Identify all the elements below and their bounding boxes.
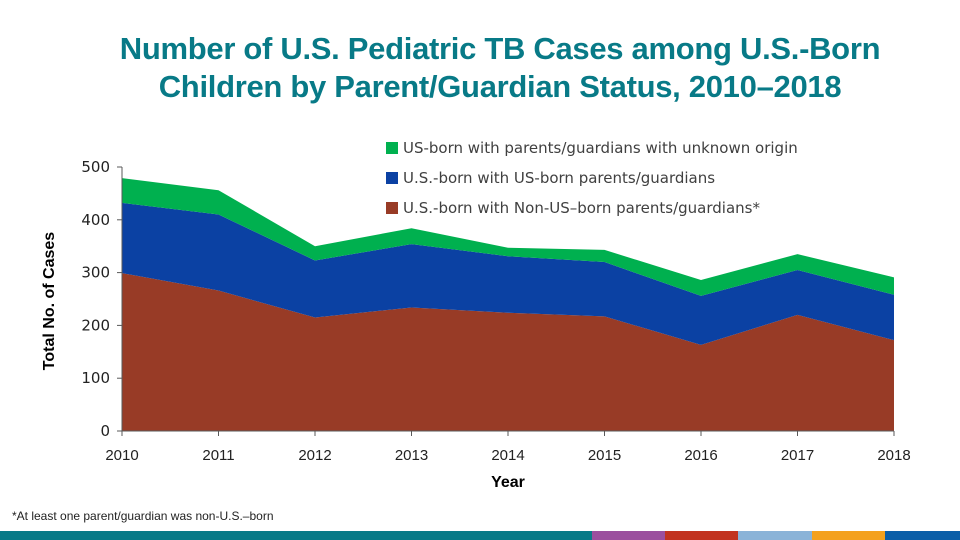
legend-item-unknown-origin: US-born with parents/guardians with unkn… (386, 133, 798, 163)
stripe-segment (885, 531, 960, 540)
stripe-segment (812, 531, 885, 540)
axes: 0 100 200 300 400 500 2010 2011 2012 2013 2014 2015… (81, 158, 910, 464)
x-tick-label: 2012 (298, 447, 331, 464)
legend-swatch-non-us-born-parents (386, 202, 398, 214)
x-tick-label: 2018 (877, 447, 910, 464)
x-tick-label: 2013 (395, 447, 428, 464)
y-tick-label: 500 (81, 158, 110, 176)
legend-label-unknown-origin: US-born with parents/guardians with unkn… (403, 139, 798, 157)
stripe-segment (738, 531, 812, 540)
y-tick-label: 200 (81, 316, 110, 334)
legend-item-non-us-born-parents: U.S.-born with Non-US–born parents/guard… (386, 193, 798, 223)
area-series-0 (122, 273, 894, 431)
y-axis-label: Total No. of Cases (41, 231, 58, 371)
legend-label-us-born-parents: U.S.-born with US-born parents/guardians (403, 169, 716, 187)
legend-item-us-born-parents: U.S.-born with US-born parents/guardians (386, 163, 798, 193)
x-tick-label: 2011 (202, 447, 234, 464)
legend: US-born with parents/guardians with unkn… (386, 133, 798, 223)
legend-label-non-us-born-parents: U.S.-born with Non-US–born parents/guard… (403, 199, 760, 217)
footnote: *At least one parent/guardian was non-U.… (12, 509, 274, 523)
legend-swatch-us-born-parents (386, 172, 398, 184)
title-line-1: Number of U.S. Pediatric TB Cases among … (119, 31, 881, 66)
x-tick-label: 2016 (684, 447, 717, 464)
chart-title: Number of U.S. Pediatric TB Cases among … (60, 30, 940, 106)
y-tick-label: 0 (100, 422, 110, 440)
area-layers (122, 178, 894, 431)
x-tick-label: 2014 (491, 447, 524, 464)
x-tick-label: 2015 (588, 447, 621, 464)
x-tick-label: 2010 (105, 447, 138, 464)
y-tick-label: 100 (81, 369, 110, 387)
x-axis-label: Year (491, 474, 525, 491)
stripe-segment (665, 531, 738, 540)
stripe-segment (592, 531, 665, 540)
stripe-segment (0, 531, 592, 540)
y-tick-label: 300 (81, 264, 110, 282)
area-series-1 (122, 202, 894, 345)
title-line-2: Children by Parent/Guardian Status, 2010… (158, 69, 842, 104)
area-series-2 (122, 178, 894, 296)
x-tick-label: 2017 (781, 447, 814, 464)
y-tick-label: 400 (81, 211, 110, 229)
legend-swatch-unknown-origin (386, 142, 398, 154)
